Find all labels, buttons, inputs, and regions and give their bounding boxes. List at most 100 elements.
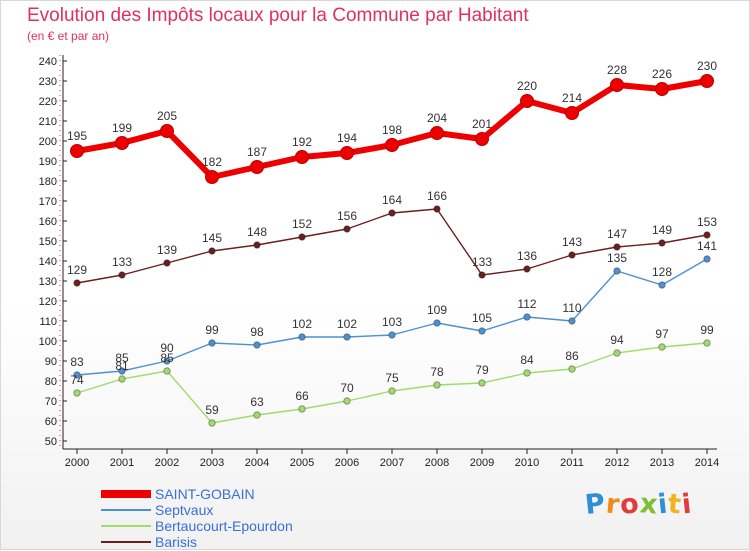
data-point-barisis: [658, 239, 666, 247]
y-tick-label: 140: [39, 256, 57, 268]
data-point-septvaux: [163, 357, 171, 365]
data-label-saint-gobain: 187: [247, 145, 267, 159]
data-point-saint-gobain: [70, 144, 84, 158]
data-label-barisis: 136: [517, 249, 537, 263]
data-point-bertaucourt-epourdon: [568, 365, 576, 373]
data-label-septvaux: 128: [652, 265, 672, 279]
y-tick-label: 230: [39, 76, 57, 88]
data-label-saint-gobain: 201: [472, 117, 492, 131]
legend-label: Barisis: [155, 534, 198, 550]
data-label-barisis: 153: [697, 215, 717, 229]
data-label-bertaucourt-epourdon: 97: [655, 327, 669, 341]
data-label-bertaucourt-epourdon: 63: [250, 395, 264, 409]
proxiti-logo: Proxiti: [583, 487, 694, 522]
x-tick-label: 2000: [65, 457, 89, 469]
data-label-septvaux: 141: [697, 239, 717, 253]
data-point-septvaux: [298, 333, 306, 341]
data-point-septvaux: [253, 341, 261, 349]
data-point-barisis: [478, 271, 486, 279]
data-point-septvaux: [568, 317, 576, 325]
data-point-bertaucourt-epourdon: [478, 379, 486, 387]
data-point-bertaucourt-epourdon: [298, 405, 306, 413]
data-label-bertaucourt-epourdon: 86: [565, 349, 579, 363]
legend-label: Bertaucourt-Epourdon: [155, 518, 293, 534]
y-tick-label: 120: [39, 296, 57, 308]
x-tick-label: 2005: [290, 457, 314, 469]
y-tick-label: 200: [39, 136, 57, 148]
data-point-saint-gobain: [700, 74, 714, 88]
legend-swatch: [101, 509, 151, 511]
data-label-septvaux: 85: [115, 351, 129, 365]
data-point-septvaux: [73, 371, 81, 379]
data-label-bertaucourt-epourdon: 78: [430, 365, 444, 379]
data-label-bertaucourt-epourdon: 70: [340, 381, 354, 395]
data-label-septvaux: 135: [607, 251, 627, 265]
series-layer: [70, 74, 714, 427]
data-label-bertaucourt-epourdon: 85: [160, 351, 174, 365]
data-label-saint-gobain: 220: [517, 79, 537, 93]
data-point-saint-gobain: [520, 94, 534, 108]
y-tick-label: 90: [45, 356, 57, 368]
legend-item: Bertaucourt-Epourdon: [101, 518, 293, 534]
data-label-saint-gobain: 199: [112, 121, 132, 135]
data-label-barisis: 149: [652, 223, 672, 237]
legend-label: SAINT-GOBAIN: [155, 486, 255, 502]
data-label-septvaux: 83: [70, 355, 84, 369]
data-point-septvaux: [613, 267, 621, 275]
data-point-septvaux: [478, 327, 486, 335]
data-label-saint-gobain: 230: [697, 59, 717, 73]
data-point-saint-gobain: [115, 136, 129, 150]
data-label-barisis: 148: [247, 225, 267, 239]
data-point-barisis: [343, 225, 351, 233]
data-point-barisis: [388, 209, 396, 217]
data-point-barisis: [73, 279, 81, 287]
x-tick-label: 2012: [605, 457, 629, 469]
y-tick-label: 80: [45, 376, 57, 388]
x-tick-label: 2003: [200, 457, 224, 469]
legend-swatch: [101, 525, 151, 527]
data-point-barisis: [208, 247, 216, 255]
data-label-septvaux: 98: [250, 325, 264, 339]
data-label-saint-gobain: 214: [562, 91, 582, 105]
data-label-septvaux: 102: [337, 317, 357, 331]
data-label-saint-gobain: 192: [292, 135, 312, 149]
data-label-bertaucourt-epourdon: 94: [610, 333, 624, 347]
y-tick-label: 130: [39, 276, 57, 288]
data-label-saint-gobain: 204: [427, 111, 447, 125]
data-label-bertaucourt-epourdon: 75: [385, 371, 399, 385]
x-tick-label: 2009: [470, 457, 494, 469]
data-point-bertaucourt-epourdon: [253, 411, 261, 419]
data-point-saint-gobain: [655, 82, 669, 96]
data-label-bertaucourt-epourdon: 84: [520, 353, 534, 367]
logo-letter: P: [583, 487, 608, 522]
y-tick-label: 210: [39, 116, 57, 128]
data-label-septvaux: 112: [517, 297, 536, 311]
data-point-saint-gobain: [565, 106, 579, 120]
legend-item: Barisis: [101, 534, 293, 550]
data-point-bertaucourt-epourdon: [73, 389, 81, 397]
x-tick-label: 2013: [650, 457, 674, 469]
data-point-bertaucourt-epourdon: [163, 367, 171, 375]
y-tick-label: 170: [39, 196, 57, 208]
x-tick-label: 2011: [560, 457, 584, 469]
data-point-barisis: [433, 205, 441, 213]
data-point-bertaucourt-epourdon: [703, 339, 711, 347]
y-tick-label: 220: [39, 96, 57, 108]
data-label-barisis: 145: [202, 231, 222, 245]
data-label-saint-gobain: 195: [67, 129, 87, 143]
data-point-bertaucourt-epourdon: [388, 387, 396, 395]
data-label-barisis: 139: [157, 243, 177, 257]
data-label-septvaux: 105: [472, 311, 492, 325]
data-point-saint-gobain: [340, 146, 354, 160]
data-point-septvaux: [523, 313, 531, 321]
data-point-septvaux: [433, 319, 441, 327]
logo-letter: o: [618, 488, 642, 521]
x-tick-label: 2006: [335, 457, 359, 469]
data-point-saint-gobain: [250, 160, 264, 174]
data-point-bertaucourt-epourdon: [658, 343, 666, 351]
data-point-septvaux: [658, 281, 666, 289]
legend-item: Septvaux: [101, 502, 293, 518]
data-label-bertaucourt-epourdon: 66: [295, 389, 309, 403]
